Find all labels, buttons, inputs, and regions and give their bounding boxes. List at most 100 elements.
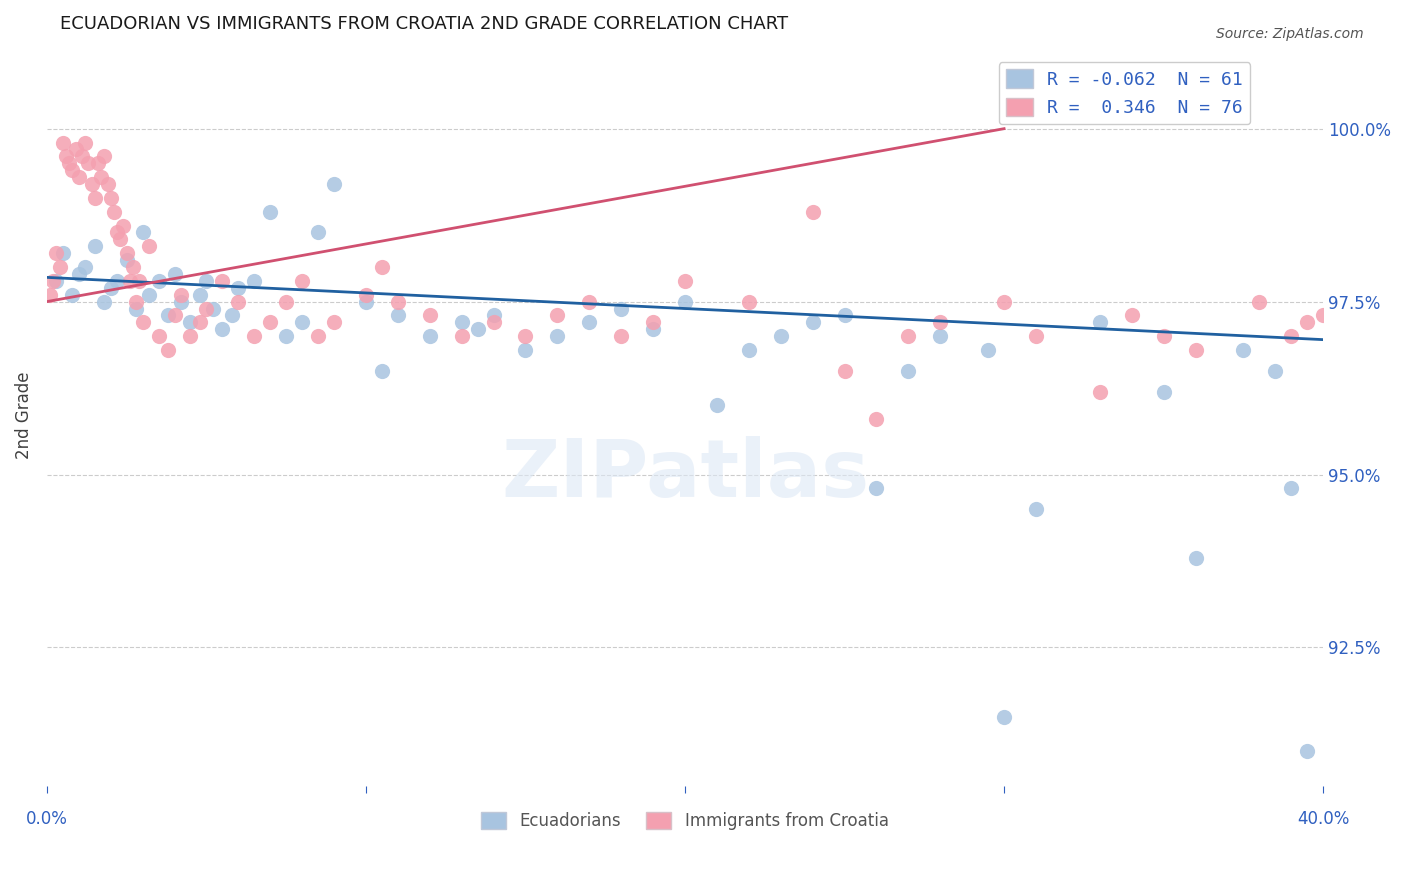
Point <box>546 329 568 343</box>
Text: 0.0%: 0.0% <box>25 810 67 828</box>
Point <box>371 364 394 378</box>
Point <box>228 281 250 295</box>
Point <box>1279 329 1302 343</box>
Point <box>48 260 70 274</box>
Point <box>307 329 329 343</box>
Point <box>1375 364 1398 378</box>
Point <box>70 149 93 163</box>
Point <box>419 309 441 323</box>
Point <box>1184 343 1206 357</box>
Point <box>643 315 665 329</box>
Point <box>163 267 186 281</box>
Point <box>1088 315 1111 329</box>
Point <box>131 226 153 240</box>
Point <box>58 156 80 170</box>
Point <box>243 329 266 343</box>
Point <box>42 274 65 288</box>
Point <box>93 294 115 309</box>
Point <box>291 315 314 329</box>
Point <box>157 309 180 323</box>
Text: ZIPatlas: ZIPatlas <box>501 436 869 514</box>
Point <box>1279 481 1302 495</box>
Point <box>643 322 665 336</box>
Point <box>67 267 90 281</box>
Point <box>897 329 920 343</box>
Point <box>865 481 887 495</box>
Point <box>52 246 75 260</box>
Point <box>515 329 537 343</box>
Text: Source: ZipAtlas.com: Source: ZipAtlas.com <box>1216 27 1364 41</box>
Point <box>993 294 1015 309</box>
Point <box>419 329 441 343</box>
Point <box>977 343 1000 357</box>
Point <box>195 274 218 288</box>
Point <box>115 246 138 260</box>
Point <box>467 322 489 336</box>
Point <box>354 287 377 301</box>
Point <box>163 309 186 323</box>
Point <box>67 170 90 185</box>
Point <box>259 315 281 329</box>
Point <box>77 156 100 170</box>
Point <box>1344 329 1367 343</box>
Point <box>105 274 128 288</box>
Point <box>371 260 394 274</box>
Point <box>323 177 346 191</box>
Point <box>125 301 148 316</box>
Point <box>610 301 633 316</box>
Point <box>39 287 62 301</box>
Point <box>1025 502 1047 516</box>
Point <box>276 329 298 343</box>
Point <box>1296 744 1319 758</box>
Point <box>188 287 211 301</box>
Point <box>993 709 1015 723</box>
Point <box>115 253 138 268</box>
Point <box>1249 294 1271 309</box>
Point <box>259 204 281 219</box>
Point <box>75 260 97 274</box>
Point <box>673 294 696 309</box>
Point <box>515 343 537 357</box>
Point <box>482 315 505 329</box>
Point <box>96 177 118 191</box>
Point <box>769 329 792 343</box>
Point <box>87 156 110 170</box>
Text: ECUADORIAN VS IMMIGRANTS FROM CROATIA 2ND GRADE CORRELATION CHART: ECUADORIAN VS IMMIGRANTS FROM CROATIA 2N… <box>59 15 787 33</box>
Point <box>1121 309 1143 323</box>
Point <box>55 149 77 163</box>
Point <box>188 315 211 329</box>
Point <box>75 136 97 150</box>
Point <box>100 191 122 205</box>
Point <box>673 274 696 288</box>
Point <box>1088 384 1111 399</box>
Text: 40.0%: 40.0% <box>1296 810 1350 828</box>
Point <box>211 274 233 288</box>
Point <box>128 274 150 288</box>
Point <box>195 301 218 316</box>
Point <box>276 294 298 309</box>
Legend: Ecuadorians, Immigrants from Croatia: Ecuadorians, Immigrants from Croatia <box>475 805 896 837</box>
Point <box>65 143 87 157</box>
Point <box>834 309 856 323</box>
Point <box>450 315 472 329</box>
Point <box>179 315 201 329</box>
Point <box>1025 329 1047 343</box>
Point <box>929 315 952 329</box>
Point <box>62 163 84 178</box>
Point <box>834 364 856 378</box>
Point <box>228 294 250 309</box>
Point <box>801 315 824 329</box>
Point <box>83 239 105 253</box>
Point <box>1312 309 1334 323</box>
Point <box>450 329 472 343</box>
Point <box>170 294 193 309</box>
Point <box>179 329 201 343</box>
Point <box>45 274 67 288</box>
Point <box>93 149 115 163</box>
Point <box>291 274 314 288</box>
Point <box>387 294 409 309</box>
Point <box>243 274 266 288</box>
Point <box>52 136 75 150</box>
Point <box>1232 343 1254 357</box>
Point <box>1153 329 1175 343</box>
